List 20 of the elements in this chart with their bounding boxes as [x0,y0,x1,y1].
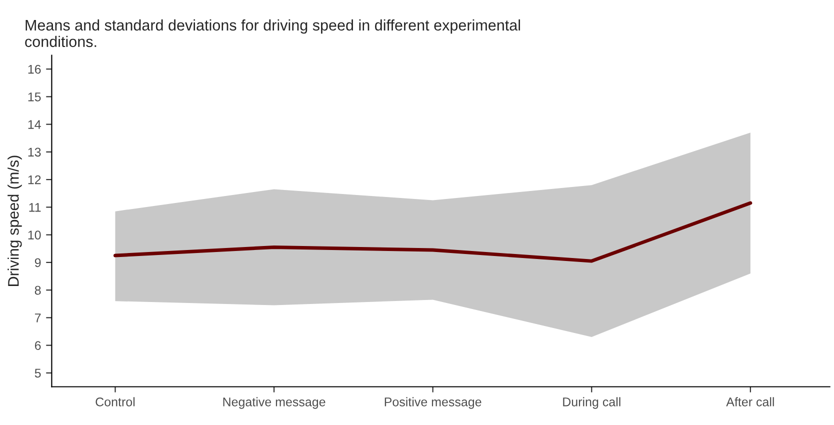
y-tick-label: 14 [28,120,41,129]
y-tick-label: 8 [34,286,41,295]
y-tick-label: 13 [28,148,41,157]
y-tick-label: 7 [34,314,41,322]
x-tick-label: Control [96,397,135,406]
x-tick-label: After call [726,397,774,406]
y-tick-label: 6 [34,341,41,350]
x-tick-label: During call [563,397,620,409]
y-tick-label: 5 [34,368,41,378]
y-axis-title: Driving speed (m/s) [8,156,22,286]
y-tick-label: 11 [29,203,41,212]
x-tick-label: Positive message [384,397,482,409]
y-tick-label: 9 [34,258,41,268]
y-tick-label: 15 [28,92,41,102]
y-tick-label: 16 [28,64,41,74]
line-series [113,201,752,263]
y-tick-label: 10 [28,230,41,240]
x-tick-label: Negative message [223,397,326,409]
y-tick-label: 12 [28,175,41,184]
chart-title: Means and standard deviations for driving speed in different experimental conditions. [25,19,520,48]
